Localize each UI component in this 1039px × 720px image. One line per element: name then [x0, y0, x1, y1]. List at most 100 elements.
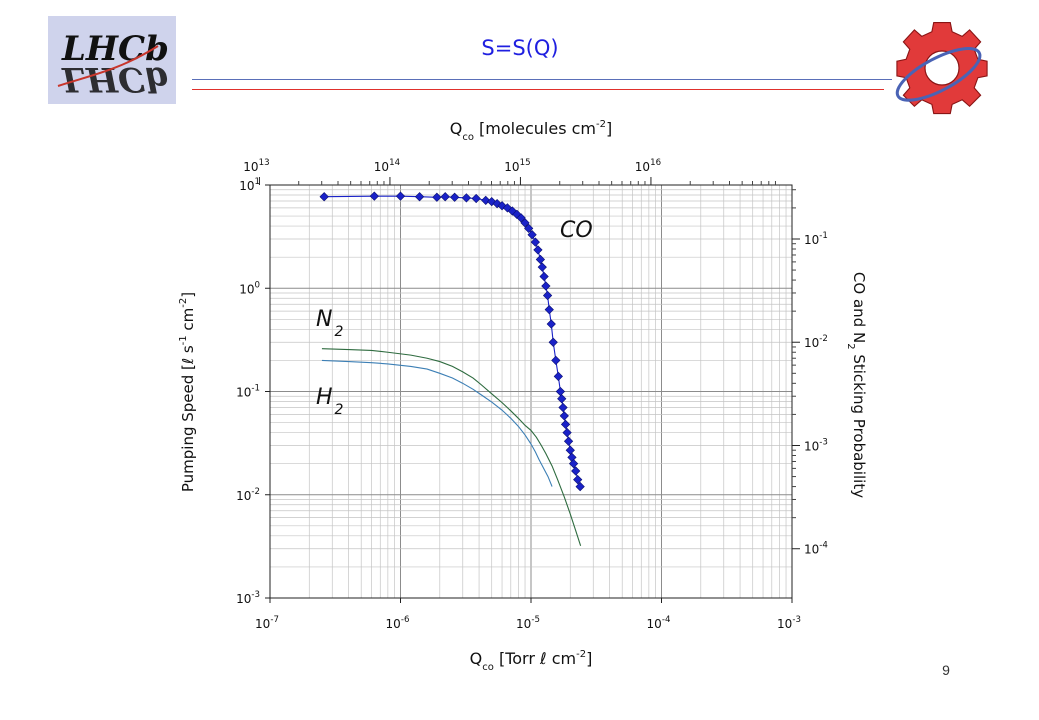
co-data-point: [568, 459, 579, 469]
co-data-point: [541, 281, 551, 291]
right-tick-label-1: 10-2: [804, 334, 828, 350]
x-tick-label-0: 10-7: [255, 615, 279, 631]
top-tick-label-0: 1013: [243, 158, 269, 174]
co-data-point: [542, 290, 553, 301]
co-data-point: [369, 191, 379, 201]
right-tick-label-3: 10-4: [804, 541, 828, 557]
annotation-co: CO: [560, 218, 593, 243]
co-data-point: [319, 192, 329, 202]
annotation-n2-sub: 2: [334, 324, 343, 340]
top-tick-label-0-base: 10: [243, 160, 258, 174]
co-data-point: [520, 218, 530, 228]
y-axis-title-part: -1: [178, 335, 189, 345]
x-tick-label-3-base: 10: [647, 617, 662, 631]
top-tick-label-1: 1014: [374, 158, 400, 174]
co-data-point: [533, 245, 543, 255]
co-data-point: [565, 445, 575, 455]
y-tick-label-1: 100: [239, 280, 260, 296]
co-data-point: [414, 192, 425, 202]
top-axis-title-part: co: [462, 132, 474, 143]
co-data-point: [530, 237, 540, 247]
right-tick-label-0-base: 10: [804, 233, 819, 247]
co-data-point: [560, 419, 571, 430]
right-tick-label-2: 10-3: [804, 437, 828, 453]
co-data-point: [481, 195, 491, 205]
y-tick-label-4: 10-3: [236, 590, 260, 606]
co-data-point: [557, 394, 567, 404]
right-tick-label-0: 10-1: [804, 231, 828, 247]
annotation-h2-base: H: [316, 385, 333, 410]
y-axis-title-part: ℓ: [179, 358, 197, 365]
slide-title: S=S(Q): [481, 36, 559, 60]
y-axis-title-part: s: [179, 345, 197, 358]
co-data-point: [571, 466, 581, 476]
top-tick-label-1-base: 10: [374, 160, 389, 174]
co-data-point: [548, 337, 558, 347]
y-tick-label-3-base: 10: [236, 489, 251, 503]
co-data-point: [535, 254, 546, 265]
co-data-point: [395, 191, 406, 201]
top-tick-label-2-base: 10: [504, 160, 519, 174]
x-axis-title: Qco [Torr ℓ cm-2]: [470, 649, 593, 673]
right-tick-label-3-exp: -4: [819, 541, 828, 551]
y-tick-label-2: 10-1: [236, 384, 260, 400]
co-data-point: [546, 319, 556, 329]
x-axis-title-part: co: [482, 662, 494, 673]
x-tick-label-3: 10-4: [647, 615, 671, 631]
co-data-point: [537, 262, 547, 272]
y-tick-label-2-base: 10: [236, 386, 251, 400]
y-tick-label-0-exp: 1: [255, 177, 261, 187]
x-axis-title-part: cm: [547, 649, 576, 668]
header-rule-red: [192, 89, 884, 90]
y-tick-label-4-exp: -3: [251, 590, 260, 600]
co-data-point: [563, 436, 574, 446]
lhcb-logo: LHCb LHCb: [48, 16, 176, 104]
x-tick-label-0-base: 10: [255, 617, 270, 631]
co-data-point: [562, 427, 572, 438]
top-axis-title-part: -2: [596, 119, 606, 130]
co-data-point: [559, 411, 569, 421]
series-line-n2: [321, 348, 582, 547]
annotation-co-base: CO: [560, 218, 593, 243]
right-tick-label-2-base: 10: [804, 439, 819, 453]
x-axis-title-part: -2: [576, 649, 586, 660]
x-tick-label-4: 10-3: [777, 615, 801, 631]
right-tick-label-2-exp: -3: [819, 437, 828, 447]
plot-grid: [269, 185, 792, 599]
x-tick-label-4-base: 10: [777, 617, 792, 631]
y-tick-label-0-base: 10: [239, 179, 254, 193]
series-line-co: [324, 195, 581, 487]
co-data-point: [527, 230, 537, 240]
gear-icon: [895, 21, 988, 115]
top-tick-label-3: 1016: [635, 158, 661, 174]
y-tick-label-4-base: 10: [236, 592, 251, 606]
top-tick-label-3-base: 10: [635, 160, 650, 174]
co-data-point: [432, 192, 442, 202]
right-axis-title: CO and N2 Sticking Probability: [845, 272, 868, 498]
top-axis-title-part: [molecules cm: [474, 119, 596, 138]
y-axis-title-part: -2: [178, 298, 189, 308]
y-axis-title-part: cm: [179, 308, 197, 336]
x-tick-label-1-exp: -6: [401, 615, 410, 625]
co-data-point: [555, 386, 566, 397]
top-tick-label-3-exp: 16: [650, 158, 661, 168]
co-data-point: [516, 213, 526, 223]
co-data-point: [461, 193, 472, 203]
y-tick-label-3: 10-2: [236, 487, 260, 503]
y-axis-title: Pumping Speed [ℓ s-1 cm-2]: [178, 292, 197, 492]
x-tick-label-3-exp: -4: [662, 615, 671, 625]
co-data-point: [502, 203, 513, 213]
annotation-n2-base: N: [316, 307, 332, 332]
header-rule-blue: [192, 79, 892, 80]
x-axis-title-part: ℓ: [539, 649, 547, 668]
x-tick-label-4-exp: -3: [792, 615, 801, 625]
x-axis-title-part: Q: [470, 649, 483, 668]
co-data-point: [440, 192, 450, 202]
right-tick-label-1-exp: -2: [819, 334, 828, 344]
co-data-point: [539, 271, 549, 282]
co-data-point: [524, 223, 534, 234]
right-tick-label-0-exp: -1: [819, 231, 828, 241]
